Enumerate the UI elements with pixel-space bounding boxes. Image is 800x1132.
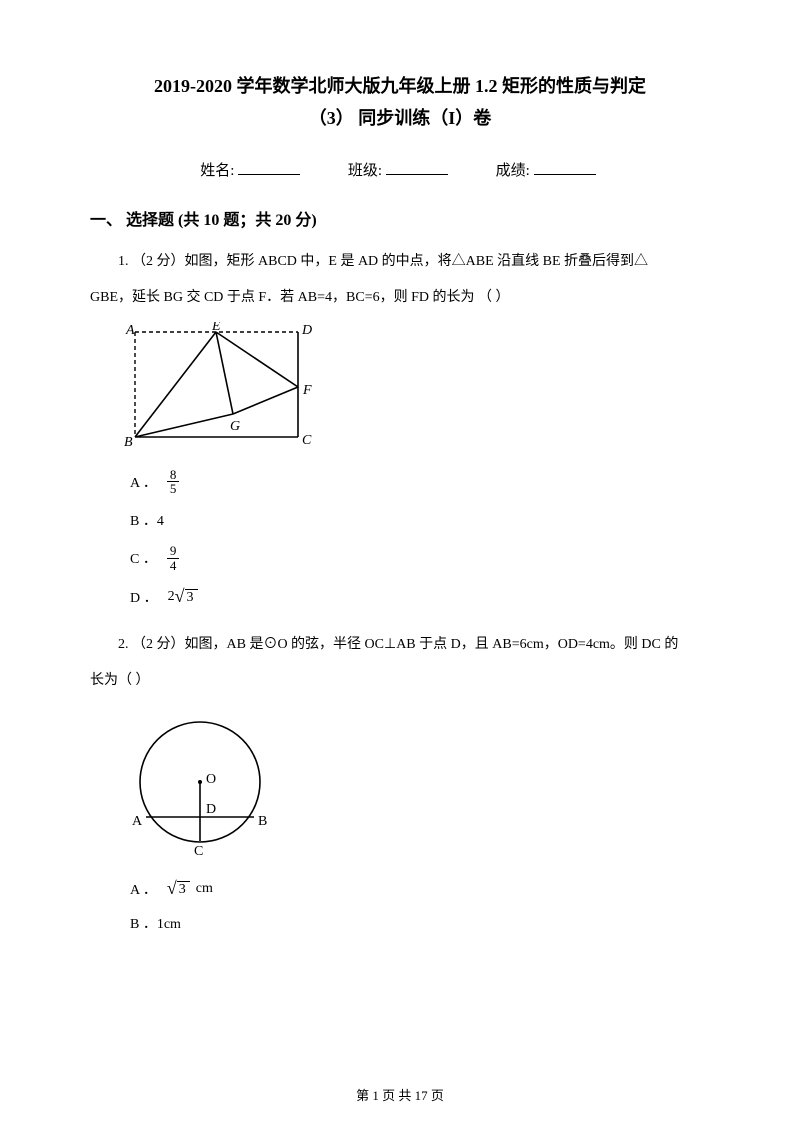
option-label: C ． (130, 548, 157, 568)
svg-text:D: D (206, 802, 216, 817)
q1-option-c[interactable]: C ． 9 4 (130, 544, 710, 572)
q1-option-b[interactable]: B ．4 (130, 510, 710, 530)
q2-figure: O D A B C (118, 717, 710, 862)
name-blank[interactable] (238, 174, 300, 175)
info-line: 姓名: 班级: 成绩: (90, 159, 710, 180)
q2-text-line1: 2. （2 分）如图，AB 是⊙O 的弦，半径 OC⊥AB 于点 D，且 AB=… (90, 631, 710, 659)
class-label: 班级: (348, 163, 382, 179)
sqrt-icon: 2√3 (168, 586, 198, 607)
unit-label: cm (196, 881, 213, 897)
q2-option-b[interactable]: B ．1cm (130, 913, 710, 933)
svg-text:C: C (194, 844, 203, 857)
q1-figure: A E D F C B G (118, 322, 710, 452)
sqrt-icon: √3 (167, 878, 190, 899)
q2-text-line2: 长为（ ） (90, 667, 710, 695)
option-label: B ．1cm (130, 913, 181, 933)
svg-text:E: E (211, 322, 221, 334)
q1-text-line2: GBE，延长 BG 交 CD 于点 F．若 AB=4，BC=6，则 FD 的长为… (90, 284, 710, 312)
option-label: B ．4 (130, 510, 164, 530)
svg-text:O: O (206, 772, 216, 787)
score-blank[interactable] (534, 174, 596, 175)
q1-text-line1: 1. （2 分）如图，矩形 ABCD 中，E 是 AD 的中点，将△ABE 沿直… (90, 248, 710, 276)
svg-text:A: A (125, 323, 135, 338)
fraction-icon: 9 4 (167, 544, 180, 572)
title-line-2: （3） 同步训练（I）卷 (90, 102, 710, 134)
name-label: 姓名: (200, 163, 234, 179)
svg-text:C: C (302, 433, 312, 447)
page-footer: 第 1 页 共 17 页 (0, 1085, 800, 1104)
svg-text:D: D (301, 323, 312, 338)
option-label: D ． (130, 587, 158, 607)
section-1-header: 一、 选择题 (共 10 题；共 20 分) (90, 206, 710, 230)
q1-option-d[interactable]: D ． 2√3 (130, 586, 710, 607)
q1-option-a[interactable]: A ． 8 5 (130, 468, 710, 496)
q2-option-a[interactable]: A ． √3 cm (130, 878, 710, 899)
class-blank[interactable] (386, 174, 448, 175)
option-label: A ． (130, 879, 157, 899)
svg-text:B: B (124, 435, 133, 447)
svg-text:G: G (230, 419, 240, 434)
svg-text:F: F (302, 383, 312, 398)
score-label: 成绩: (496, 163, 530, 179)
svg-text:A: A (132, 814, 143, 829)
fraction-icon: 8 5 (167, 468, 180, 496)
title-line-1: 2019-2020 学年数学北师大版九年级上册 1.2 矩形的性质与判定 (90, 70, 710, 102)
option-label: A ． (130, 472, 157, 492)
svg-text:B: B (258, 814, 267, 829)
